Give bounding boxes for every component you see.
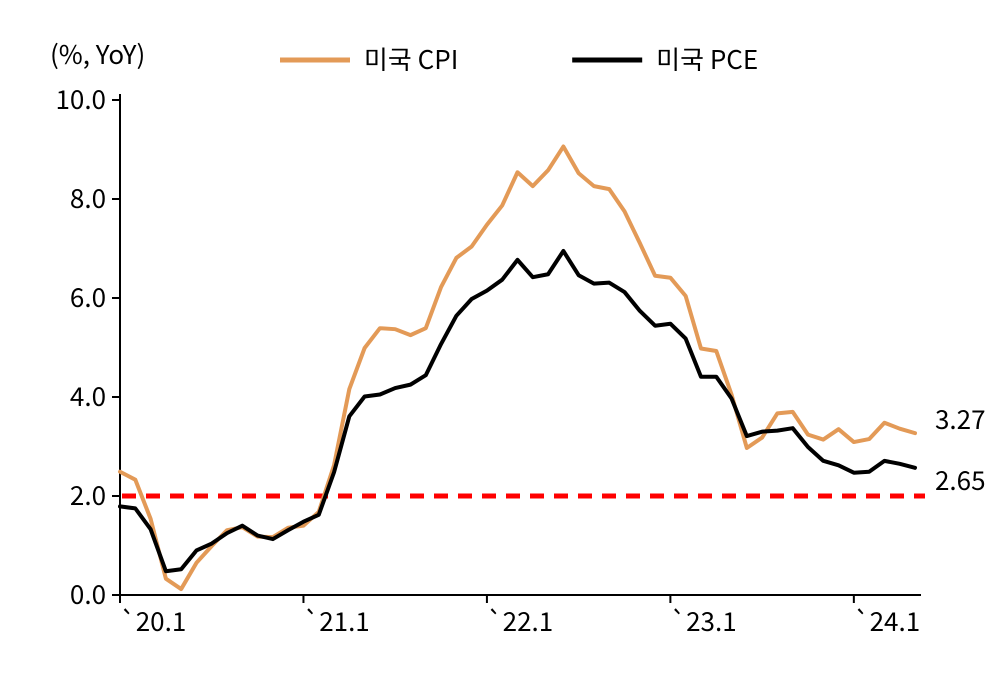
- y-tick-label: 10.0: [55, 80, 106, 117]
- y-tick-label: 2.0: [70, 476, 106, 513]
- y-tick-label: 4.0: [70, 377, 106, 414]
- x-tick-label: `20.1: [120, 602, 186, 639]
- y-axis-title: (%, YoY): [50, 35, 145, 72]
- series-line: [120, 251, 915, 571]
- y-tick-label: 0.0: [70, 575, 106, 612]
- series-line: [120, 147, 915, 590]
- x-tick-label: `21.1: [303, 602, 369, 639]
- y-tick-label: 6.0: [70, 278, 106, 315]
- end-label-pce: 2.65: [935, 461, 986, 498]
- x-tick-label: `23.1: [670, 602, 736, 639]
- end-label-cpi: 3.27: [935, 400, 986, 437]
- y-tick-label: 8.0: [70, 179, 106, 216]
- inflation-chart: 0.0 2.0 4.0 6.0 8.0 10.0 `20.1 `21.1 `22.1 `23.1 `…: [0, 0, 1000, 678]
- x-tick-label: `24.1: [854, 602, 920, 639]
- legend-label: 미국 CPI: [364, 40, 458, 77]
- x-tick-label: `22.1: [487, 602, 553, 639]
- legend-label: 미국 PCE: [656, 40, 758, 77]
